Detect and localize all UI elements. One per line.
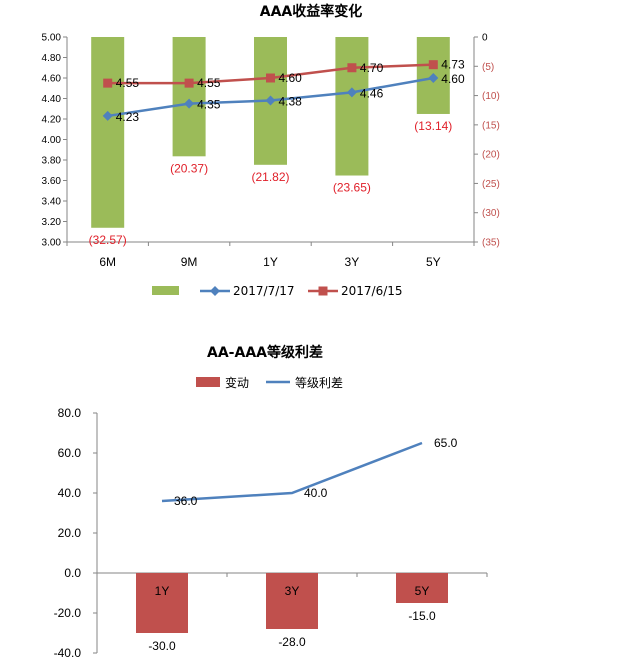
right-tick-label: (20) — [482, 150, 500, 161]
bar — [266, 573, 318, 629]
series-point — [266, 73, 275, 83]
right-tick-label: (30) — [482, 208, 500, 219]
y-tick-label: -40.0 — [54, 646, 82, 660]
bar-value-label: (32.57) — [89, 233, 127, 247]
right-tick-label: (35) — [482, 238, 500, 249]
bar — [172, 37, 206, 157]
series-value-label: 4.35 — [197, 98, 221, 112]
bar-value-label: -15.0 — [408, 609, 436, 623]
series-value-label: 4.38 — [279, 95, 303, 109]
series-value-label: 36.0 — [174, 494, 198, 508]
series-value-label: 4.70 — [360, 61, 384, 75]
left-tick-label: 4.20 — [42, 115, 62, 126]
right-tick-label: (15) — [482, 120, 500, 131]
bar-value-label: (20.37) — [170, 161, 208, 175]
x-category-label: 6M — [99, 255, 116, 269]
series-point — [347, 63, 357, 73]
x-category-label: 5Y — [415, 584, 430, 598]
bar-value-label: -30.0 — [148, 639, 176, 653]
legend-bar-swatch — [152, 286, 179, 295]
x-category-label: 1Y — [263, 255, 278, 269]
left-tick-label: 5.00 — [42, 33, 62, 44]
left-tick-label: 4.60 — [42, 74, 62, 85]
series-line — [161, 441, 423, 503]
legend-marker — [318, 286, 328, 296]
left-tick-label: 3.40 — [42, 197, 62, 208]
series-value-label: 4.23 — [116, 110, 140, 124]
aaa-yield-chart: AAA收益率变化 5.00 4.80 4.60 4.40 4.20 4.00 3.80 3.60… — [42, 3, 500, 298]
bar — [396, 573, 448, 603]
y-tick-label: -20.0 — [54, 606, 82, 620]
bar-value-label: (23.65) — [333, 181, 371, 195]
x-category-label: 9M — [181, 255, 198, 269]
bar-value-label: (13.14) — [414, 119, 452, 133]
bar-value-label: -28.0 — [278, 635, 306, 649]
right-tick-label: (10) — [482, 91, 500, 102]
legend-label: 变动 — [225, 375, 249, 390]
bar-value-label: (21.82) — [251, 170, 289, 184]
bar — [136, 573, 188, 633]
right-tick-label: (25) — [482, 179, 500, 190]
series-value-label: 40.0 — [304, 486, 328, 500]
series-point — [428, 60, 438, 70]
left-tick-label: 4.40 — [42, 94, 62, 105]
x-category-label: 3Y — [345, 255, 360, 269]
legend-label: 2017/7/17 — [233, 284, 295, 298]
bar — [335, 37, 369, 176]
series-point — [103, 78, 113, 88]
y-tick-label: 40.0 — [58, 486, 82, 500]
y-tick-label: 80.0 — [58, 406, 82, 420]
legend-label: 等级利差 — [295, 376, 343, 390]
series-point — [102, 110, 113, 121]
left-tick-label: 4.00 — [42, 135, 62, 146]
series-value-label: 65.0 — [434, 436, 458, 450]
chart-title: AAA收益率变化 — [260, 3, 363, 20]
x-category-label: 5Y — [426, 255, 441, 269]
left-tick-label: 3.20 — [42, 217, 62, 228]
series-value-label: 4.55 — [197, 76, 221, 90]
left-tick-label: 3.00 — [42, 238, 62, 249]
legend-marker — [210, 286, 220, 296]
series-point — [265, 95, 276, 106]
series-value-label: 4.46 — [360, 86, 384, 100]
series-value-label: 4.73 — [441, 58, 465, 72]
y-tick-label: 20.0 — [58, 526, 82, 540]
y-tick-label: 0.0 — [64, 566, 81, 580]
bar — [91, 37, 125, 228]
left-tick-label: 3.80 — [42, 156, 62, 167]
chart-title: AA-AAA等级利差 — [207, 344, 323, 361]
legend-label: 2017/6/15 — [341, 284, 403, 298]
series-point — [184, 98, 195, 109]
series-point — [346, 87, 357, 98]
series-value-label: 4.60 — [279, 71, 303, 85]
right-tick-label: 0 — [482, 33, 488, 44]
series-value-label: 4.60 — [441, 72, 465, 86]
x-category-label: 1Y — [155, 584, 170, 598]
series-point — [428, 73, 439, 83]
right-tick-label: (5) — [482, 62, 494, 73]
left-tick-label: 4.80 — [42, 53, 62, 64]
series-point — [184, 78, 194, 88]
y-tick-label: 60.0 — [58, 446, 82, 460]
legend-bar-swatch — [196, 377, 220, 387]
series-value-label: 4.55 — [116, 76, 140, 90]
left-tick-label: 3.60 — [42, 176, 62, 187]
x-category-label: 3Y — [285, 584, 300, 598]
